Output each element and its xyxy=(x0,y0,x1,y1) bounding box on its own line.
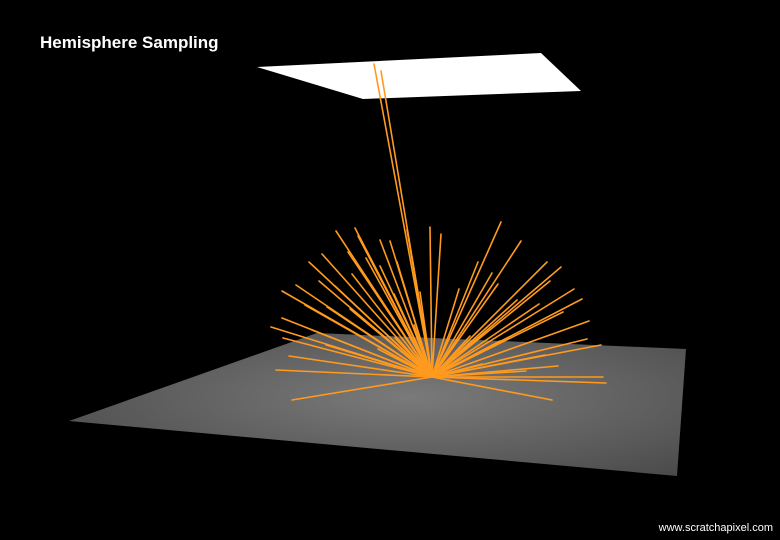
sample-ray xyxy=(304,304,433,378)
sample-ray xyxy=(431,376,607,384)
sample-ray xyxy=(431,335,471,378)
sample-ray xyxy=(394,337,433,378)
sample-ray xyxy=(413,324,433,378)
sample-ray xyxy=(321,253,433,378)
sample-ray xyxy=(347,251,433,378)
sample-ray xyxy=(311,329,433,378)
sample-ray xyxy=(431,288,575,378)
sample-ray xyxy=(431,365,559,378)
sample-ray xyxy=(325,344,433,378)
sample-ray xyxy=(431,221,502,378)
sample-rays xyxy=(270,63,607,401)
sample-ray xyxy=(393,293,433,378)
sample-ray xyxy=(431,233,442,378)
sample-ray xyxy=(351,273,433,378)
sample-ray xyxy=(419,291,433,378)
ground-plane xyxy=(69,333,686,476)
sample-ray xyxy=(431,272,493,378)
sample-ray xyxy=(431,340,501,378)
sample-ray xyxy=(431,354,546,378)
sample-ray xyxy=(431,261,479,378)
sample-ray xyxy=(431,240,522,378)
watermark: www.scratchapixel.com xyxy=(658,522,773,534)
sample-ray xyxy=(431,320,590,378)
sample-ray xyxy=(326,306,433,378)
sample-ray xyxy=(349,308,433,378)
sample-ray xyxy=(365,257,433,378)
sample-ray xyxy=(431,283,499,378)
sample-ray xyxy=(431,376,553,401)
sample-ray xyxy=(377,348,433,378)
sample-ray xyxy=(431,288,460,378)
sample-ray xyxy=(334,285,433,378)
sample-ray xyxy=(288,355,433,378)
light-source-plane xyxy=(257,53,581,99)
sample-ray xyxy=(431,303,540,378)
diagram-title: Hemisphere Sampling xyxy=(40,33,219,52)
sample-ray xyxy=(431,261,548,378)
sample-ray xyxy=(431,299,518,378)
sample-ray xyxy=(431,280,551,378)
sample-ray xyxy=(291,376,433,401)
sample-ray xyxy=(275,369,433,378)
sample-ray xyxy=(282,337,433,378)
sample-ray xyxy=(429,226,433,378)
